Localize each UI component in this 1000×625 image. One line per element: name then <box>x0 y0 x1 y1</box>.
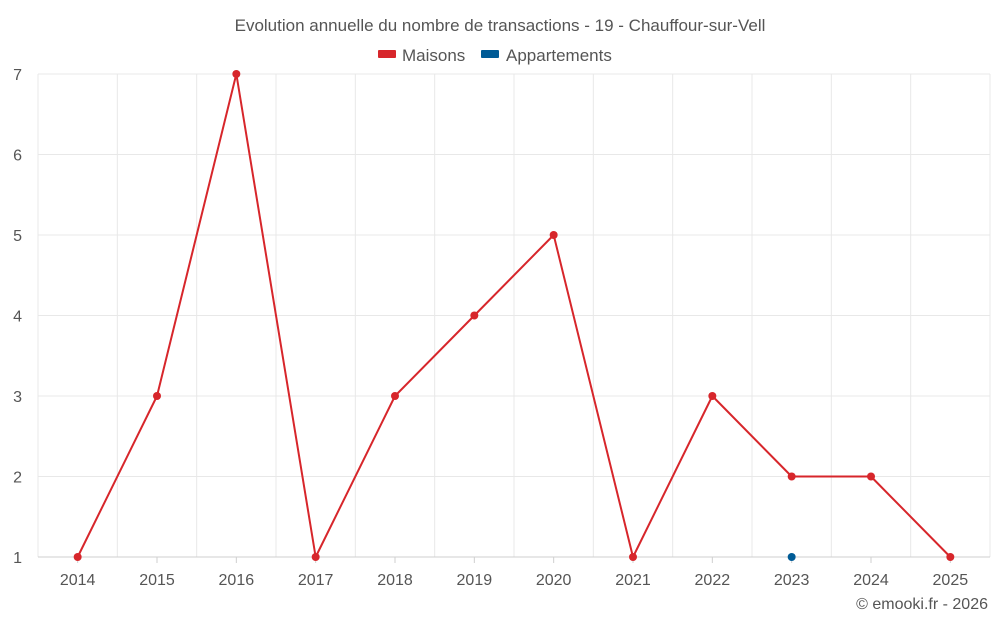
point-maisons-2025[interactable] <box>946 553 955 561</box>
point-maisons-2022[interactable] <box>708 392 717 400</box>
point-maisons-2023[interactable] <box>787 472 796 481</box>
x-axis: 2014 2015 2016 2017 2018 2019 2020 2021 2022 2023… <box>38 556 990 589</box>
y-tick-label: 6 <box>13 148 22 165</box>
point-maisons-2015[interactable] <box>153 392 161 400</box>
x-tick-label: 2024 <box>853 572 889 589</box>
legend-item-appartements[interactable]: Appartements <box>481 46 612 65</box>
legend-label-appartements: Appartements <box>506 46 612 65</box>
x-tick-label: 2023 <box>774 572 810 589</box>
point-appartements-2023[interactable] <box>787 553 796 561</box>
chart-title: Evolution annuelle du nombre de transact… <box>235 16 766 35</box>
x-tick-label: 2018 <box>377 572 413 589</box>
legend-label-maisons: Maisons <box>402 46 465 65</box>
point-maisons-2020[interactable] <box>549 231 558 239</box>
y-tick-label: 7 <box>13 67 22 84</box>
x-tick-label: 2019 <box>457 572 493 589</box>
point-maisons-2024[interactable] <box>867 472 875 481</box>
legend: Maisons Appartements <box>378 46 612 65</box>
x-tick-label: 2020 <box>536 572 572 589</box>
grid <box>37 73 991 557</box>
y-tick-label: 1 <box>13 550 22 567</box>
y-tick-label: 3 <box>13 389 22 406</box>
point-maisons-2014[interactable] <box>73 553 82 561</box>
y-axis: 1 2 3 4 5 6 7 <box>13 67 22 567</box>
x-tick-label: 2015 <box>139 572 175 589</box>
point-maisons-2017[interactable] <box>311 553 320 561</box>
point-maisons-2021[interactable] <box>629 553 637 561</box>
credit-text: © emooki.fr - 2026 <box>856 596 988 613</box>
legend-item-maisons[interactable]: Maisons <box>378 46 465 65</box>
x-tick-label: 2022 <box>695 572 731 589</box>
legend-swatch-maisons <box>378 50 396 58</box>
y-tick-label: 2 <box>13 470 22 487</box>
point-maisons-2016[interactable] <box>232 70 241 78</box>
x-tick-label: 2025 <box>933 572 969 589</box>
x-tick-label: 2017 <box>298 572 334 589</box>
y-tick-label: 4 <box>13 309 22 326</box>
point-maisons-2019[interactable] <box>470 311 479 320</box>
x-tick-label: 2021 <box>615 572 651 589</box>
x-tick-label: 2016 <box>219 572 255 589</box>
x-tick-label: 2014 <box>60 572 96 589</box>
series-line-maisons <box>76 73 952 558</box>
y-tick-label: 5 <box>13 228 22 245</box>
point-maisons-2018[interactable] <box>391 392 399 400</box>
series <box>73 70 955 561</box>
legend-swatch-appartements <box>481 50 499 58</box>
